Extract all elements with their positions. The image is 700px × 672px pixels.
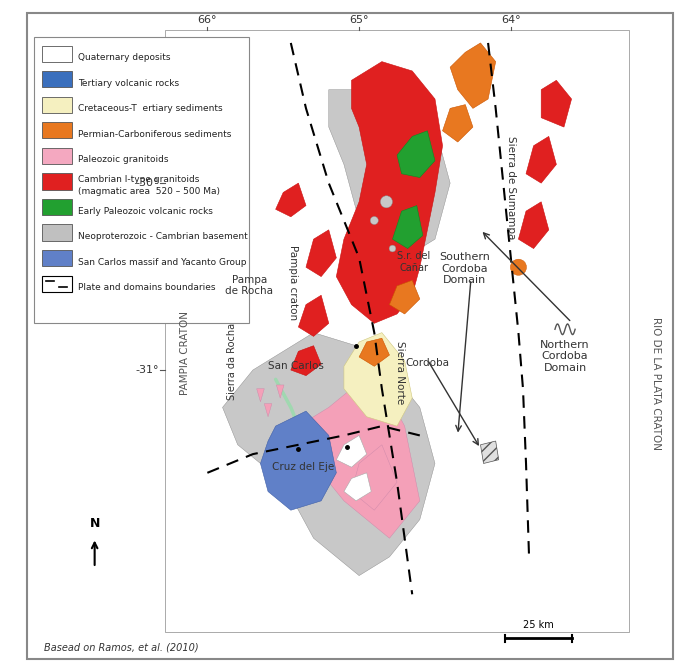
Text: Quaternary deposits: Quaternary deposits bbox=[78, 53, 170, 62]
Text: -30°: -30° bbox=[135, 178, 158, 188]
Text: Sierra da Rocha: Sierra da Rocha bbox=[228, 323, 237, 400]
Text: RIO DE LA PLATA CRATON: RIO DE LA PLATA CRATON bbox=[651, 317, 661, 450]
Text: Pampa
de Rocha: Pampa de Rocha bbox=[225, 275, 273, 296]
Text: Pampia craton: Pampia craton bbox=[288, 245, 298, 320]
Polygon shape bbox=[329, 89, 450, 258]
Polygon shape bbox=[393, 206, 423, 249]
Polygon shape bbox=[344, 333, 412, 426]
Text: Southern
Cordoba
Domain: Southern Cordoba Domain bbox=[439, 252, 490, 286]
Polygon shape bbox=[276, 385, 284, 398]
Text: Cruz del Eje: Cruz del Eje bbox=[272, 462, 334, 472]
Text: Northern
Cordoba
Domain: Northern Cordoba Domain bbox=[540, 339, 590, 373]
Polygon shape bbox=[276, 183, 306, 217]
Polygon shape bbox=[344, 473, 371, 501]
Bar bbox=[42, 199, 73, 215]
Polygon shape bbox=[260, 411, 336, 510]
Text: 25 km: 25 km bbox=[523, 620, 554, 630]
Polygon shape bbox=[223, 333, 435, 576]
Text: Early Paleozoic volcanic rocks: Early Paleozoic volcanic rocks bbox=[78, 206, 213, 216]
Text: Cordoba: Cordoba bbox=[405, 358, 449, 368]
Text: San Carlos massif and Yacanto Group: San Carlos massif and Yacanto Group bbox=[78, 257, 246, 267]
Polygon shape bbox=[298, 370, 420, 538]
Bar bbox=[42, 46, 73, 62]
Bar bbox=[42, 173, 73, 190]
Text: -31°: -31° bbox=[135, 365, 158, 375]
Text: Tertiary volcanic rocks: Tertiary volcanic rocks bbox=[78, 79, 179, 88]
Text: 66°: 66° bbox=[197, 15, 217, 25]
Bar bbox=[42, 224, 73, 241]
Polygon shape bbox=[257, 388, 265, 402]
Circle shape bbox=[510, 259, 526, 276]
Polygon shape bbox=[298, 295, 329, 337]
Polygon shape bbox=[336, 62, 442, 323]
Polygon shape bbox=[541, 81, 571, 127]
Polygon shape bbox=[359, 338, 389, 366]
Text: Neoproterozoic - Cambrian basement: Neoproterozoic - Cambrian basement bbox=[78, 232, 248, 241]
Polygon shape bbox=[351, 445, 397, 510]
Text: Plate and domains boundaries: Plate and domains boundaries bbox=[78, 283, 216, 292]
Text: San Carlos: San Carlos bbox=[268, 362, 324, 371]
Polygon shape bbox=[442, 105, 473, 142]
Polygon shape bbox=[397, 131, 435, 177]
Text: 64°: 64° bbox=[501, 15, 521, 25]
Circle shape bbox=[370, 216, 378, 224]
Polygon shape bbox=[526, 136, 557, 183]
Polygon shape bbox=[336, 435, 367, 467]
Bar bbox=[42, 276, 73, 292]
Polygon shape bbox=[389, 280, 420, 314]
Bar bbox=[34, 37, 249, 323]
Polygon shape bbox=[290, 345, 321, 376]
Polygon shape bbox=[306, 230, 336, 277]
Text: Cambrian I-type granitoids
(magmatic area  520 – 500 Ma): Cambrian I-type granitoids (magmatic are… bbox=[78, 175, 220, 196]
Bar bbox=[42, 122, 73, 138]
Polygon shape bbox=[519, 202, 549, 249]
Text: PAMPIA CRATON: PAMPIA CRATON bbox=[181, 310, 190, 395]
Bar bbox=[42, 148, 73, 164]
Text: Permian-Carboniferous sediments: Permian-Carboniferous sediments bbox=[78, 130, 231, 139]
Text: Basead on Ramos, et al. (2010): Basead on Ramos, et al. (2010) bbox=[44, 643, 199, 653]
Bar bbox=[42, 71, 73, 87]
Text: Sierra de Sumampa: Sierra de Sumampa bbox=[506, 136, 517, 240]
Polygon shape bbox=[265, 404, 272, 417]
Text: Paleozoic granitoids: Paleozoic granitoids bbox=[78, 155, 168, 165]
Bar bbox=[165, 30, 629, 632]
Text: 65°: 65° bbox=[349, 15, 369, 25]
Polygon shape bbox=[450, 43, 496, 108]
Bar bbox=[42, 250, 73, 266]
Bar bbox=[42, 97, 73, 113]
Text: Sierra Norte: Sierra Norte bbox=[395, 341, 405, 405]
Text: N: N bbox=[90, 517, 100, 530]
Polygon shape bbox=[480, 441, 498, 464]
Circle shape bbox=[389, 245, 396, 252]
Text: Cretaceous-T  ertiary sediments: Cretaceous-T ertiary sediments bbox=[78, 104, 223, 114]
Text: S.r. del
Cañar: S.r. del Cañar bbox=[397, 251, 430, 273]
Circle shape bbox=[380, 196, 393, 208]
